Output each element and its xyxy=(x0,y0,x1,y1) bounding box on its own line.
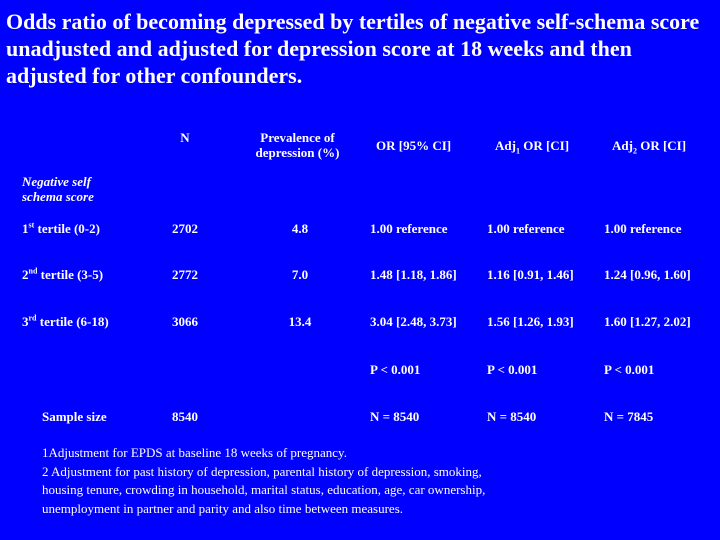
sample-size-n: 8540 xyxy=(172,409,198,424)
row-label-1: 1st tertile (0-2) xyxy=(22,221,100,236)
header-prevalence-line2: depression (%) xyxy=(255,145,340,160)
row-label-sup: nd xyxy=(28,266,38,276)
row-or-1: 1.00 reference xyxy=(370,221,448,236)
row-label-num: 3 xyxy=(22,314,29,329)
header-adj1-sub: 1 xyxy=(515,146,520,156)
header-prevalence: Prevalence of depression (%) xyxy=(240,130,355,160)
row-label-2: 2nd tertile (3-5) xyxy=(22,267,103,282)
header-adj2: Adj2 OR [CI] xyxy=(612,138,687,156)
header-adj1-pre: Adj xyxy=(495,138,516,153)
row-label-rest: tertile (6-18) xyxy=(36,314,109,329)
row-label-header-line2: schema score xyxy=(22,189,94,204)
row-label-rest: tertile (3-5) xyxy=(37,267,104,282)
footnote-line: housing tenure, crowding in household, m… xyxy=(42,482,486,497)
row-n-1: 2702 xyxy=(172,221,198,236)
row-adj2-3: 1.60 [1.27, 2.02] xyxy=(604,314,691,329)
row-prev-2: 7.0 xyxy=(291,267,309,282)
row-prev-3: 13.4 xyxy=(288,314,312,329)
header-or: OR [95% CI] xyxy=(376,138,452,153)
row-n-2: 2772 xyxy=(172,267,198,282)
header-adj1: Adj1 OR [CI] xyxy=(495,138,570,156)
p-value-adj1: P < 0.001 xyxy=(487,362,538,377)
p-value-or: P < 0.001 xyxy=(370,362,421,377)
header-adj2-pre: Adj xyxy=(612,138,633,153)
footnote-line: unemployment in partner and parity and a… xyxy=(42,500,403,516)
row-adj1-2: 1.16 [0.91, 1.46] xyxy=(487,267,574,282)
footnote-line: 2 Adjustment for past history of depress… xyxy=(42,463,482,479)
sample-size-label: Sample size xyxy=(42,409,107,424)
row-label-sup: rd xyxy=(28,313,37,323)
row-prev-1: 4.8 xyxy=(291,221,309,236)
row-adj1-3: 1.56 [1.26, 1.93] xyxy=(487,314,574,329)
header-adj2-post: OR [CI] xyxy=(636,138,687,153)
header-adj1-post: OR [CI] xyxy=(519,138,570,153)
row-label-num: 1 xyxy=(22,221,29,236)
footnotes: 1Adjustment for EPDS at baseline 18 week… xyxy=(42,444,642,518)
row-label-sup: st xyxy=(28,220,35,230)
row-adj1-1: 1.00 reference xyxy=(487,221,565,236)
row-label-3: 3rd tertile (6-18) xyxy=(22,314,109,329)
sample-size-or: N = 8540 xyxy=(370,409,420,424)
row-n-3: 3066 xyxy=(172,314,198,329)
sample-size-adj1: N = 8540 xyxy=(487,409,537,424)
p-value-adj2: P < 0.001 xyxy=(604,362,655,377)
row-label-header: Negative self schema score xyxy=(22,174,94,204)
header-adj2-sub: 2 xyxy=(632,146,637,156)
row-or-2: 1.48 [1.18, 1.86] xyxy=(370,267,457,282)
row-adj2-2: 1.24 [0.96, 1.60] xyxy=(604,267,691,282)
slide-title: Odds ratio of becoming depressed by tert… xyxy=(6,9,700,88)
row-adj2-1: 1.00 reference xyxy=(604,221,682,236)
row-or-3: 3.04 [2.48, 3.73] xyxy=(370,314,457,329)
header-n: N xyxy=(180,130,190,145)
row-label-header-line1: Negative self xyxy=(22,174,91,189)
footnote-line: 1Adjustment for EPDS at baseline 18 week… xyxy=(42,445,347,460)
row-label-num: 2 xyxy=(22,267,29,282)
sample-size-adj2: N = 7845 xyxy=(604,409,654,424)
row-label-rest: tertile (0-2) xyxy=(34,221,100,236)
header-prevalence-line1: Prevalence of xyxy=(260,130,335,145)
